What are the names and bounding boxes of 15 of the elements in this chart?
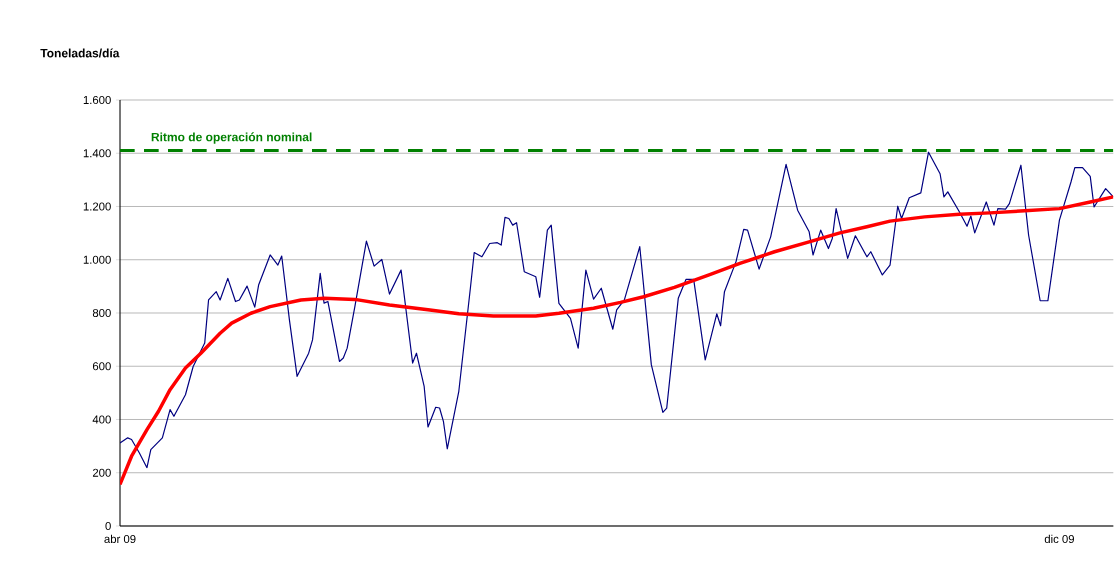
- y-tick-label: 400: [92, 415, 111, 424]
- y-tick-label: 800: [92, 308, 111, 317]
- y-tick-label: 1.000: [83, 255, 111, 264]
- y-tick-label: 1.600: [83, 95, 111, 104]
- y-axis-title: Toneladas/día: [40, 48, 120, 58]
- ref-line-label: Ritmo de operación nominal: [151, 132, 312, 144]
- y-tick-label: 1.200: [83, 202, 111, 211]
- y-tick-label: 1.400: [83, 149, 111, 158]
- y-tick-label: 600: [92, 362, 111, 371]
- y-tick-label: 0: [105, 521, 111, 530]
- x-tick-label: dic 09: [1044, 534, 1074, 544]
- line-series: [120, 195, 1114, 487]
- y-tick-label: 200: [92, 468, 111, 477]
- x-tick-label: abr 09: [104, 534, 136, 544]
- line-series: [120, 151, 1114, 469]
